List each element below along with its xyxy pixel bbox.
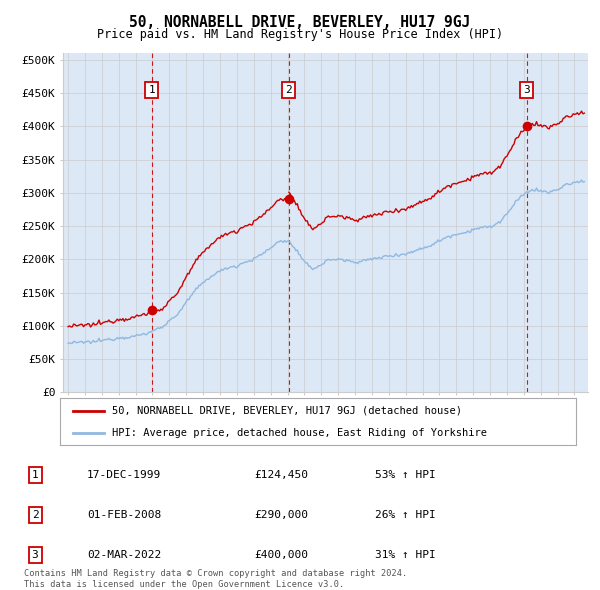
Text: 2: 2 (32, 510, 38, 520)
Text: £400,000: £400,000 (254, 550, 308, 560)
Text: 2: 2 (286, 85, 292, 94)
Text: £290,000: £290,000 (254, 510, 308, 520)
Text: Contains HM Land Registry data © Crown copyright and database right 2024.
This d: Contains HM Land Registry data © Crown c… (24, 569, 407, 589)
Text: 02-MAR-2022: 02-MAR-2022 (87, 550, 161, 560)
Text: 31% ↑ HPI: 31% ↑ HPI (375, 550, 436, 560)
Text: 50, NORNABELL DRIVE, BEVERLEY, HU17 9GJ: 50, NORNABELL DRIVE, BEVERLEY, HU17 9GJ (130, 15, 470, 30)
Text: 50, NORNABELL DRIVE, BEVERLEY, HU17 9GJ (detached house): 50, NORNABELL DRIVE, BEVERLEY, HU17 9GJ … (112, 405, 461, 415)
Text: 17-DEC-1999: 17-DEC-1999 (87, 470, 161, 480)
Text: 3: 3 (32, 550, 38, 560)
Text: 1: 1 (32, 470, 38, 480)
Text: HPI: Average price, detached house, East Riding of Yorkshire: HPI: Average price, detached house, East… (112, 428, 487, 438)
Text: 01-FEB-2008: 01-FEB-2008 (87, 510, 161, 520)
Text: 3: 3 (523, 85, 530, 94)
Text: Price paid vs. HM Land Registry's House Price Index (HPI): Price paid vs. HM Land Registry's House … (97, 28, 503, 41)
Text: 53% ↑ HPI: 53% ↑ HPI (375, 470, 436, 480)
Text: £124,450: £124,450 (254, 470, 308, 480)
Text: 26% ↑ HPI: 26% ↑ HPI (375, 510, 436, 520)
Text: 1: 1 (148, 85, 155, 94)
